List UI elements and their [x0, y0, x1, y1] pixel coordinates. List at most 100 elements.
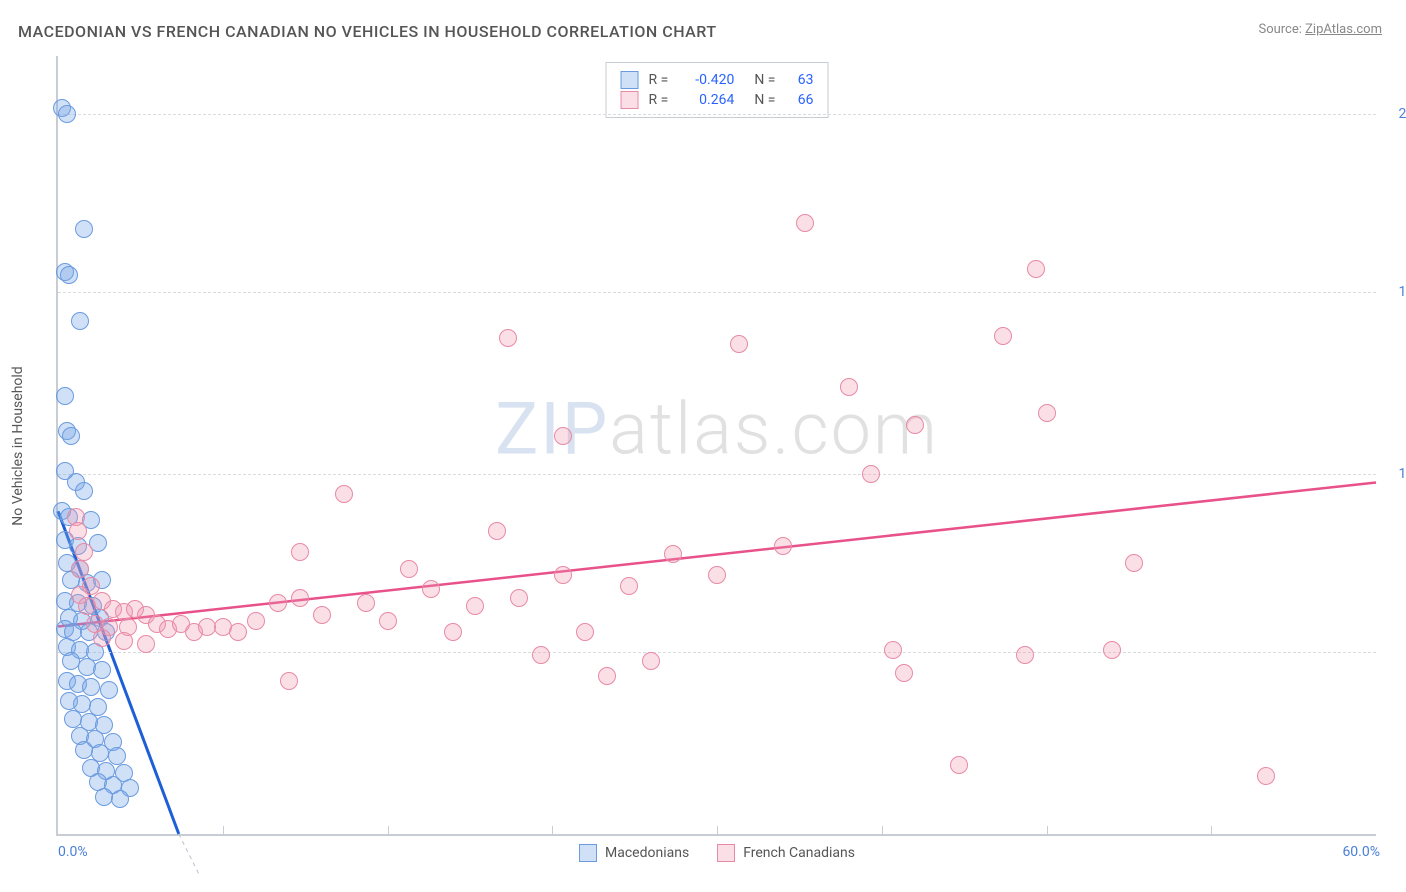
legend-swatch-0 [579, 844, 597, 862]
scatter-point [642, 652, 660, 670]
stats-row-1: R = 0.264 N = 66 [621, 91, 814, 109]
y-tick-label: 12.5% [1380, 466, 1406, 482]
stats-swatch-0 [621, 71, 639, 89]
x-tick-mark [882, 826, 883, 834]
scatter-point [664, 545, 682, 563]
x-tick-mark [717, 826, 718, 834]
scatter-point [532, 646, 550, 664]
stats-n-value-1: 66 [785, 92, 813, 108]
y-tick-label: 6.3% [1380, 644, 1406, 660]
y-axis-label: No Vehicles in Household [10, 366, 26, 525]
stats-r-label-0: R = [649, 72, 669, 88]
x-tick-mark [223, 826, 224, 834]
legend-item-1: French Canadians [717, 844, 855, 862]
scatter-point [62, 427, 80, 445]
grid-line-h [58, 292, 1376, 293]
scatter-point [75, 220, 93, 238]
x-tick-mark [552, 826, 553, 834]
scatter-point [291, 589, 309, 607]
scatter-point [862, 465, 880, 483]
scatter-point [1038, 404, 1056, 422]
x-tick-mark [388, 826, 389, 834]
scatter-point [554, 427, 572, 445]
scatter-point [994, 327, 1012, 345]
scatter-point [554, 566, 572, 584]
scatter-point [93, 629, 111, 647]
x-tick-mark [1047, 826, 1048, 834]
stats-r-value-0: -0.420 [678, 72, 734, 88]
legend-label-0: Macedonians [605, 845, 689, 861]
scatter-point [111, 790, 129, 808]
scatter-point [75, 543, 93, 561]
y-tick-label: 18.8% [1380, 284, 1406, 300]
x-min-label: 0.0% [58, 844, 88, 860]
scatter-point [335, 485, 353, 503]
watermark-zip: ZIP [495, 387, 609, 472]
scatter-point [100, 681, 118, 699]
scatter-point [1103, 641, 1121, 659]
scatter-point [884, 641, 902, 659]
scatter-point [56, 387, 74, 405]
bottom-legend: Macedonians French Canadians [579, 844, 855, 862]
scatter-point [247, 612, 265, 630]
scatter-point [466, 597, 484, 615]
chart-container: MACEDONIAN VS FRENCH CANADIAN NO VEHICLE… [0, 0, 1406, 892]
scatter-point [1016, 646, 1034, 664]
plot-area: ZIPatlas.com R = -0.420 N = 63 R = 0.264… [56, 56, 1376, 836]
scatter-point [488, 522, 506, 540]
scatter-point [774, 537, 792, 555]
scatter-point [1257, 767, 1275, 785]
chart-title: MACEDONIAN VS FRENCH CANADIAN NO VEHICLE… [18, 22, 717, 41]
scatter-point [444, 623, 462, 641]
grid-line-h [58, 114, 1376, 115]
stats-n-value-0: 63 [785, 72, 813, 88]
scatter-point [280, 672, 298, 690]
scatter-point [71, 312, 89, 330]
legend-item-0: Macedonians [579, 844, 689, 862]
scatter-point [1027, 260, 1045, 278]
scatter-point [115, 632, 133, 650]
scatter-point [78, 597, 96, 615]
y-tick-label: 25.0% [1380, 106, 1406, 122]
scatter-point [422, 580, 440, 598]
scatter-point [730, 335, 748, 353]
scatter-point [379, 612, 397, 630]
grid-line-h [58, 652, 1376, 653]
scatter-point [598, 667, 616, 685]
scatter-point [510, 589, 528, 607]
scatter-point [895, 664, 913, 682]
scatter-point [906, 416, 924, 434]
scatter-point [1125, 554, 1143, 572]
grid-line-h [58, 474, 1376, 475]
scatter-point [58, 105, 76, 123]
scatter-point [313, 606, 331, 624]
trend-lines [58, 56, 1376, 834]
scatter-point [69, 522, 87, 540]
scatter-point [75, 482, 93, 500]
scatter-point [269, 594, 287, 612]
scatter-point [576, 623, 594, 641]
legend-swatch-1 [717, 844, 735, 862]
source-prefix: Source: [1258, 22, 1305, 37]
scatter-point [708, 566, 726, 584]
scatter-point [357, 594, 375, 612]
scatter-point [82, 678, 100, 696]
trend-line [58, 482, 1376, 626]
scatter-point [840, 378, 858, 396]
stats-swatch-1 [621, 91, 639, 109]
scatter-point [950, 756, 968, 774]
trend-line-extension [179, 834, 199, 874]
scatter-point [93, 661, 111, 679]
watermark-atlas: atlas.com [609, 387, 939, 472]
x-max-label: 60.0% [1342, 844, 1380, 860]
scatter-point [499, 329, 517, 347]
stats-row-0: R = -0.420 N = 63 [621, 71, 814, 89]
scatter-point [137, 635, 155, 653]
source-attribution: Source: ZipAtlas.com [1258, 22, 1382, 37]
source-link[interactable]: ZipAtlas.com [1305, 22, 1382, 37]
stats-r-value-1: 0.264 [678, 92, 734, 108]
stats-n-label-0: N = [754, 72, 775, 88]
stats-n-label-1: N = [754, 92, 775, 108]
legend-label-1: French Canadians [743, 845, 855, 861]
scatter-point [71, 560, 89, 578]
